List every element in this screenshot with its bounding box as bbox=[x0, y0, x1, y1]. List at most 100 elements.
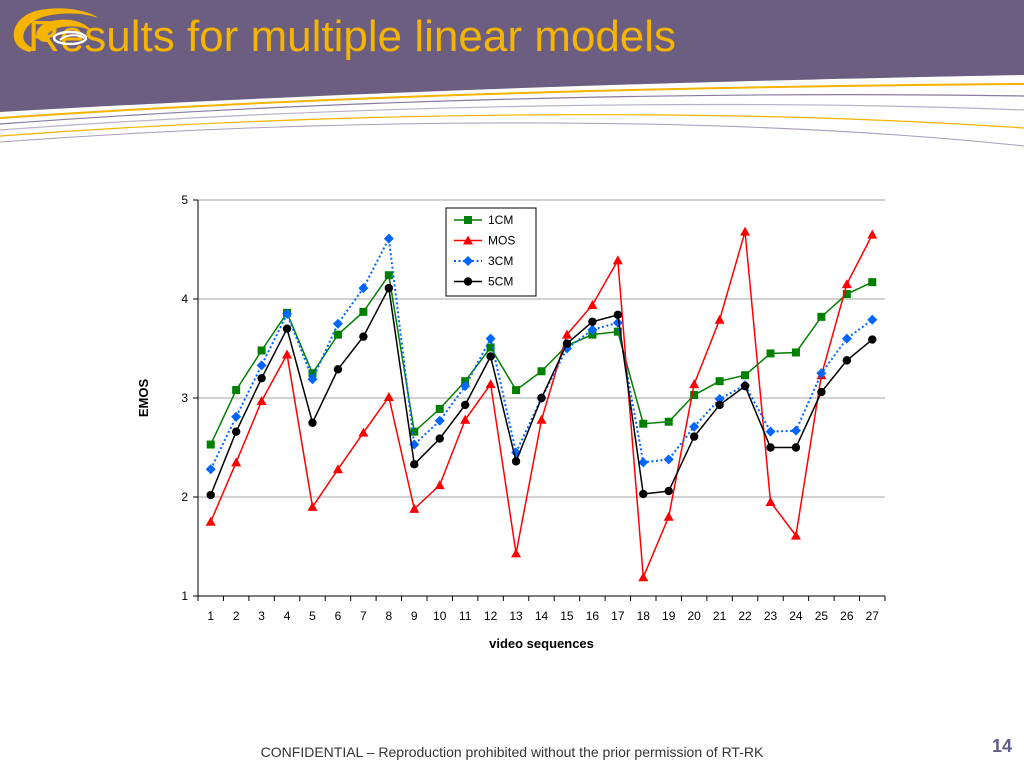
data-point-3cm bbox=[663, 454, 674, 465]
data-point-1cm bbox=[868, 278, 877, 287]
x-tick-label: 23 bbox=[764, 609, 778, 623]
data-point-5cm bbox=[460, 400, 470, 410]
data-point-mos bbox=[256, 395, 267, 405]
data-point-5cm bbox=[384, 283, 394, 293]
data-point-mos bbox=[638, 572, 649, 582]
data-point-3cm bbox=[434, 415, 445, 426]
data-point-1cm bbox=[613, 327, 622, 336]
data-point-5cm bbox=[689, 432, 699, 441]
data-point-1cm bbox=[639, 419, 648, 428]
data-point-5cm bbox=[664, 486, 673, 496]
data-point-3cm bbox=[485, 333, 496, 344]
data-point-mos bbox=[460, 414, 471, 424]
y-tick-label: 5 bbox=[181, 193, 188, 207]
legend-marker bbox=[464, 216, 472, 224]
x-tick-label: 1 bbox=[207, 609, 214, 623]
data-point-1cm bbox=[715, 377, 724, 386]
data-point-5cm bbox=[791, 443, 801, 452]
data-point-1cm bbox=[232, 386, 241, 395]
data-point-5cm bbox=[231, 427, 241, 436]
data-point-3cm bbox=[638, 457, 649, 468]
data-point-5cm bbox=[435, 434, 444, 443]
data-point-5cm bbox=[282, 324, 292, 333]
data-point-mos bbox=[587, 299, 598, 309]
data-point-3cm bbox=[612, 317, 623, 328]
data-point-3cm bbox=[841, 333, 852, 344]
data-point-3cm bbox=[205, 464, 216, 475]
y-tick-label: 1 bbox=[181, 589, 188, 603]
data-point-mos bbox=[536, 414, 547, 424]
data-point-1cm bbox=[817, 312, 826, 321]
data-point-3cm bbox=[460, 381, 471, 392]
data-point-mos bbox=[434, 480, 445, 490]
data-point-mos bbox=[790, 530, 801, 540]
x-tick-label: 9 bbox=[411, 609, 418, 623]
x-tick-label: 18 bbox=[637, 609, 651, 623]
data-point-5cm bbox=[410, 460, 419, 469]
data-point-mos bbox=[714, 314, 725, 324]
legend-label: MOS bbox=[488, 234, 515, 248]
x-tick-label: 25 bbox=[815, 609, 829, 623]
data-point-5cm bbox=[359, 332, 368, 341]
x-axis-title: video sequences bbox=[489, 636, 594, 651]
data-point-1cm bbox=[690, 391, 699, 400]
data-point-3cm bbox=[282, 308, 293, 319]
x-tick-label: 5 bbox=[309, 609, 316, 623]
series-5cm bbox=[206, 283, 877, 500]
x-tick-label: 14 bbox=[535, 609, 549, 623]
data-point-mos bbox=[282, 349, 293, 359]
x-tick-label: 2 bbox=[233, 609, 240, 623]
data-point-5cm bbox=[766, 443, 775, 452]
legend-label: 1CM bbox=[488, 213, 513, 227]
y-axis-title: EMOS bbox=[136, 379, 151, 418]
data-point-5cm bbox=[206, 490, 215, 500]
x-tick-label: 17 bbox=[611, 609, 625, 623]
x-tick-label: 22 bbox=[738, 609, 752, 623]
data-point-mos bbox=[689, 379, 700, 389]
x-tick-label: 12 bbox=[484, 609, 498, 623]
data-point-mos bbox=[205, 516, 216, 526]
data-point-3cm bbox=[307, 374, 318, 385]
data-point-5cm bbox=[562, 339, 572, 348]
x-tick-label: 16 bbox=[586, 609, 600, 623]
x-tick-label: 4 bbox=[284, 609, 291, 623]
y-tick-label: 2 bbox=[181, 490, 188, 504]
x-tick-label: 8 bbox=[385, 609, 392, 623]
data-point-5cm bbox=[817, 387, 826, 397]
legend-label: 3CM bbox=[488, 254, 513, 268]
data-point-mos bbox=[867, 229, 878, 239]
data-point-3cm bbox=[689, 421, 700, 432]
data-point-5cm bbox=[715, 400, 724, 410]
data-point-1cm bbox=[308, 369, 317, 378]
data-point-mos bbox=[409, 503, 420, 513]
x-tick-label: 10 bbox=[433, 609, 447, 623]
x-tick-label: 6 bbox=[335, 609, 342, 623]
x-tick-label: 21 bbox=[713, 609, 727, 623]
data-point-5cm bbox=[588, 317, 597, 326]
page-number: 14 bbox=[991, 736, 1012, 756]
data-point-3cm bbox=[790, 425, 801, 436]
data-point-mos bbox=[841, 279, 852, 289]
slide-title: Results for multiple linear models bbox=[28, 12, 677, 61]
data-point-5cm bbox=[740, 381, 750, 391]
data-point-mos bbox=[511, 548, 522, 558]
x-tick-label: 27 bbox=[866, 609, 880, 623]
data-point-1cm bbox=[257, 346, 266, 355]
data-point-1cm bbox=[486, 343, 495, 352]
x-tick-label: 7 bbox=[360, 609, 367, 623]
x-tick-label: 26 bbox=[840, 609, 854, 623]
data-point-3cm bbox=[332, 318, 343, 329]
data-point-5cm bbox=[257, 374, 266, 383]
data-point-5cm bbox=[639, 489, 648, 499]
data-point-3cm bbox=[867, 314, 878, 325]
data-point-3cm bbox=[383, 233, 394, 244]
data-point-3cm bbox=[358, 283, 369, 294]
data-point-5cm bbox=[308, 418, 317, 427]
legend-marker bbox=[463, 277, 473, 286]
emos-chart: 1 2 3 4 5 1 2 3 4 5 6 7 8 9 10 11 12 13 14 15 16 17 18 19 20 21 22… bbox=[120, 180, 910, 660]
data-point-1cm bbox=[766, 349, 775, 358]
data-point-5cm bbox=[537, 393, 546, 403]
data-point-mos bbox=[765, 496, 776, 506]
data-point-mos bbox=[740, 226, 751, 236]
